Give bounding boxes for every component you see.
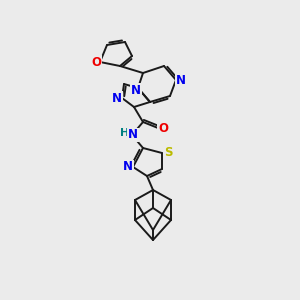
Text: N: N [128,128,138,142]
Text: S: S [164,146,172,158]
Text: N: N [176,74,186,86]
Text: H: H [120,128,130,138]
Text: N: N [131,83,141,97]
Text: N: N [123,160,133,173]
Text: N: N [112,92,122,104]
Text: O: O [91,56,101,68]
Text: O: O [158,122,168,134]
